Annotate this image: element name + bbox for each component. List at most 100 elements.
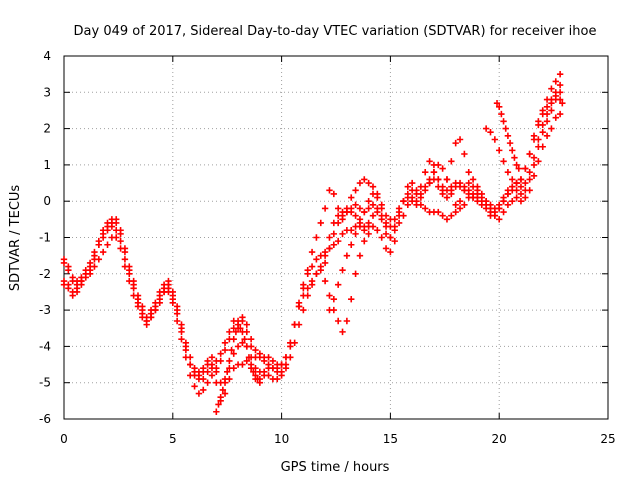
data-point xyxy=(348,227,355,234)
data-point xyxy=(108,223,116,230)
data-point xyxy=(169,296,176,303)
data-point xyxy=(254,375,261,383)
data-point xyxy=(435,161,442,169)
data-point xyxy=(502,125,509,132)
data-point xyxy=(382,230,390,238)
data-point xyxy=(274,375,281,383)
data-point xyxy=(134,292,142,299)
data-point xyxy=(382,223,390,230)
data-point xyxy=(387,248,394,256)
data-point xyxy=(487,129,494,136)
data-point xyxy=(461,150,468,158)
data-point xyxy=(509,198,516,205)
y-tick-label: -1 xyxy=(39,231,51,245)
data-point xyxy=(317,219,324,227)
data-point xyxy=(182,346,190,354)
data-point xyxy=(400,198,407,205)
data-point xyxy=(348,205,355,212)
data-point xyxy=(241,335,248,343)
data-point xyxy=(556,110,564,118)
data-point xyxy=(321,259,329,267)
data-point xyxy=(226,357,233,365)
data-point xyxy=(374,194,381,201)
data-point xyxy=(443,194,451,201)
data-point xyxy=(465,168,472,176)
x-tick-label: 15 xyxy=(383,432,398,446)
data-point xyxy=(513,179,520,187)
data-point xyxy=(439,212,446,219)
data-point xyxy=(213,357,220,365)
data-point xyxy=(113,216,120,223)
data-point xyxy=(187,354,194,361)
data-point xyxy=(448,158,455,165)
data-point xyxy=(548,107,555,114)
data-point xyxy=(282,364,290,372)
data-point xyxy=(117,227,124,234)
data-point xyxy=(352,187,359,194)
data-point xyxy=(243,343,250,350)
data-point xyxy=(515,165,522,172)
data-point xyxy=(530,136,538,143)
data-point xyxy=(365,219,372,227)
data-point xyxy=(552,114,559,121)
data-point xyxy=(517,183,525,190)
y-tick-label: -3 xyxy=(39,303,51,317)
data-point xyxy=(435,208,442,216)
data-point xyxy=(500,118,507,125)
data-point xyxy=(395,212,403,219)
data-point xyxy=(482,205,490,212)
data-point xyxy=(369,212,377,219)
data-point xyxy=(330,241,338,248)
data-point xyxy=(352,270,359,277)
data-point xyxy=(191,383,198,390)
data-point xyxy=(439,165,446,172)
data-point xyxy=(461,187,468,194)
data-point xyxy=(395,205,403,212)
data-point xyxy=(86,259,94,267)
data-point xyxy=(378,234,385,241)
data-point xyxy=(65,281,72,288)
data-point xyxy=(452,201,459,209)
data-point xyxy=(496,103,503,111)
data-point xyxy=(165,277,172,285)
data-point xyxy=(234,343,242,350)
data-point xyxy=(482,198,490,205)
data-point xyxy=(226,328,233,336)
data-point xyxy=(548,96,555,103)
data-point xyxy=(200,386,207,394)
y-tick-label: 3 xyxy=(43,85,51,99)
data-point xyxy=(509,147,516,154)
data-point xyxy=(169,288,176,296)
data-point xyxy=(448,212,455,219)
data-point xyxy=(300,285,307,292)
data-point xyxy=(252,346,259,354)
data-point xyxy=(334,317,342,325)
data-point xyxy=(300,306,307,314)
x-axis-title: GPS time / hours xyxy=(281,460,390,475)
data-point xyxy=(182,339,190,346)
data-point xyxy=(215,401,222,408)
data-point xyxy=(543,132,551,140)
data-point xyxy=(104,219,111,227)
data-point xyxy=(530,154,538,161)
data-point xyxy=(513,194,520,201)
data-point xyxy=(395,219,403,227)
data-point xyxy=(417,190,425,198)
data-point xyxy=(408,194,416,201)
data-point xyxy=(295,303,303,310)
data-point xyxy=(496,147,503,154)
y-tick-label: 1 xyxy=(43,158,51,172)
data-point xyxy=(313,234,320,241)
data-point xyxy=(104,241,111,248)
data-point xyxy=(511,154,518,161)
data-point xyxy=(504,201,512,209)
data-point xyxy=(348,194,355,201)
data-point xyxy=(237,325,244,332)
series-10 xyxy=(426,161,481,209)
data-point xyxy=(173,317,181,325)
data-point xyxy=(391,237,398,245)
data-point xyxy=(187,361,194,368)
data-point xyxy=(65,266,72,274)
data-point xyxy=(496,205,503,212)
